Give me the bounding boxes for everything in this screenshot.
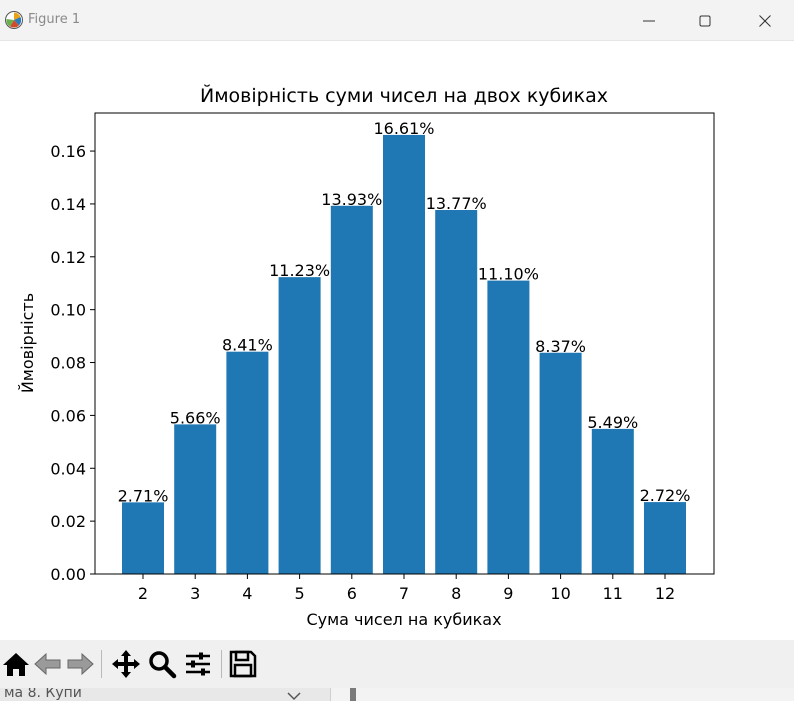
- toolbar-separator: [101, 650, 102, 678]
- y-tick-label: 0.14: [50, 195, 86, 214]
- x-tick-label-6: 6: [347, 584, 357, 603]
- bar-6: [330, 205, 373, 574]
- bar-3: [174, 424, 217, 574]
- x-tick-label-4: 4: [242, 584, 252, 603]
- x-tick-label-12: 12: [655, 584, 675, 603]
- data-label-3: 5.66%: [170, 408, 221, 427]
- bar-4: [226, 351, 269, 574]
- background-scrollbar: [350, 688, 356, 701]
- y-tick-label: 0.06: [50, 406, 86, 425]
- y-tick-label: 0.00: [50, 565, 86, 584]
- y-tick-label: 0.04: [50, 459, 86, 478]
- navigation-toolbar: [0, 640, 794, 688]
- matplotlib-app-icon: [5, 11, 23, 29]
- y-tick-label: 0.08: [50, 354, 86, 373]
- close-icon: [759, 15, 771, 27]
- bar-2: [122, 502, 164, 574]
- background-window-strip: ма 8. Купи: [0, 688, 794, 701]
- close-button[interactable]: [736, 0, 794, 40]
- data-label-2: 2.71%: [118, 486, 169, 505]
- toolbar-separator: [221, 650, 222, 678]
- data-label-6: 13.93%: [321, 190, 382, 209]
- data-label-12: 2.72%: [640, 486, 691, 505]
- forward-arrow-icon[interactable]: [64, 648, 96, 680]
- configure-subplots-icon[interactable]: [182, 648, 214, 680]
- pan-icon[interactable]: [110, 648, 142, 680]
- minimize-button[interactable]: [620, 0, 678, 40]
- x-tick-label-3: 3: [190, 584, 200, 603]
- figure-canvas[interactable]: 2.71% 5.66% 8.41% 11.23% 13.93% 16.61% 13.77% 1…: [0, 41, 794, 639]
- bar-9: [487, 280, 530, 574]
- y-tick-label: 0.02: [50, 512, 86, 531]
- data-label-11: 5.49%: [587, 413, 638, 432]
- data-label-7: 16.61%: [373, 119, 434, 138]
- background-tab-label: ма 8. Купи: [4, 688, 82, 701]
- background-editor-tab[interactable]: ма 8. Купи: [0, 688, 331, 701]
- x-tick-label-9: 9: [503, 584, 513, 603]
- bar-12: [644, 502, 686, 574]
- data-label-8: 13.77%: [426, 194, 487, 213]
- maximize-button[interactable]: [676, 0, 734, 40]
- data-label-4: 8.41%: [222, 336, 273, 355]
- x-tick-label-8: 8: [451, 584, 461, 603]
- y-tick-label: 0.16: [50, 142, 86, 161]
- y-axis-label: Ймовірність: [18, 293, 37, 393]
- chevron-down-icon: [287, 692, 301, 701]
- bar-8: [435, 210, 478, 574]
- y-tick-label: 0.12: [50, 248, 86, 267]
- bar-5: [278, 277, 321, 574]
- minimize-icon: [643, 20, 655, 22]
- x-tick-label-5: 5: [295, 584, 305, 603]
- zoom-icon[interactable]: [146, 648, 178, 680]
- back-arrow-icon[interactable]: [32, 648, 64, 680]
- window-title: Figure 1: [28, 12, 81, 27]
- home-icon[interactable]: [0, 648, 32, 680]
- bar-chart: 2.71% 5.66% 8.41% 11.23% 13.93% 16.61% 13.77% 1…: [18, 84, 715, 629]
- x-axis-label: Сума чисел на кубиках: [306, 610, 501, 629]
- bar-11: [591, 428, 634, 574]
- bar-7: [383, 134, 425, 574]
- data-label-5: 11.23%: [269, 261, 330, 280]
- data-label-9: 11.10%: [478, 265, 539, 284]
- x-tick-label-7: 7: [399, 584, 409, 603]
- save-icon[interactable]: [227, 648, 259, 680]
- window-titlebar: Figure 1: [0, 0, 794, 41]
- chart-title: Ймовірність суми чисел на двох кубиках: [200, 84, 608, 107]
- x-tick-label-2: 2: [138, 584, 148, 603]
- x-tick-label-10: 10: [550, 584, 570, 603]
- y-tick-label: 0.10: [50, 301, 86, 320]
- x-tick-label-11: 11: [603, 584, 623, 603]
- bar-10: [539, 352, 582, 574]
- maximize-icon: [699, 15, 711, 27]
- data-label-10: 8.37%: [535, 337, 586, 356]
